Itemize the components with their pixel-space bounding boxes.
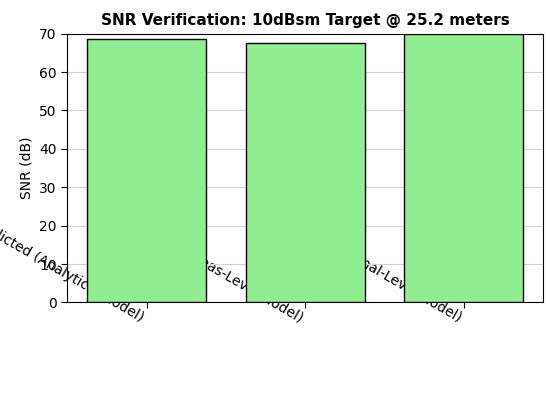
Bar	[87, 39, 206, 302]
Y-axis label: SNR (dB): SNR (dB)	[20, 137, 34, 199]
Bar	[404, 34, 524, 302]
Bar	[246, 43, 365, 302]
Title: SNR Verification: 10dBsm Target @ 25.2 meters: SNR Verification: 10dBsm Target @ 25.2 m…	[101, 13, 510, 28]
